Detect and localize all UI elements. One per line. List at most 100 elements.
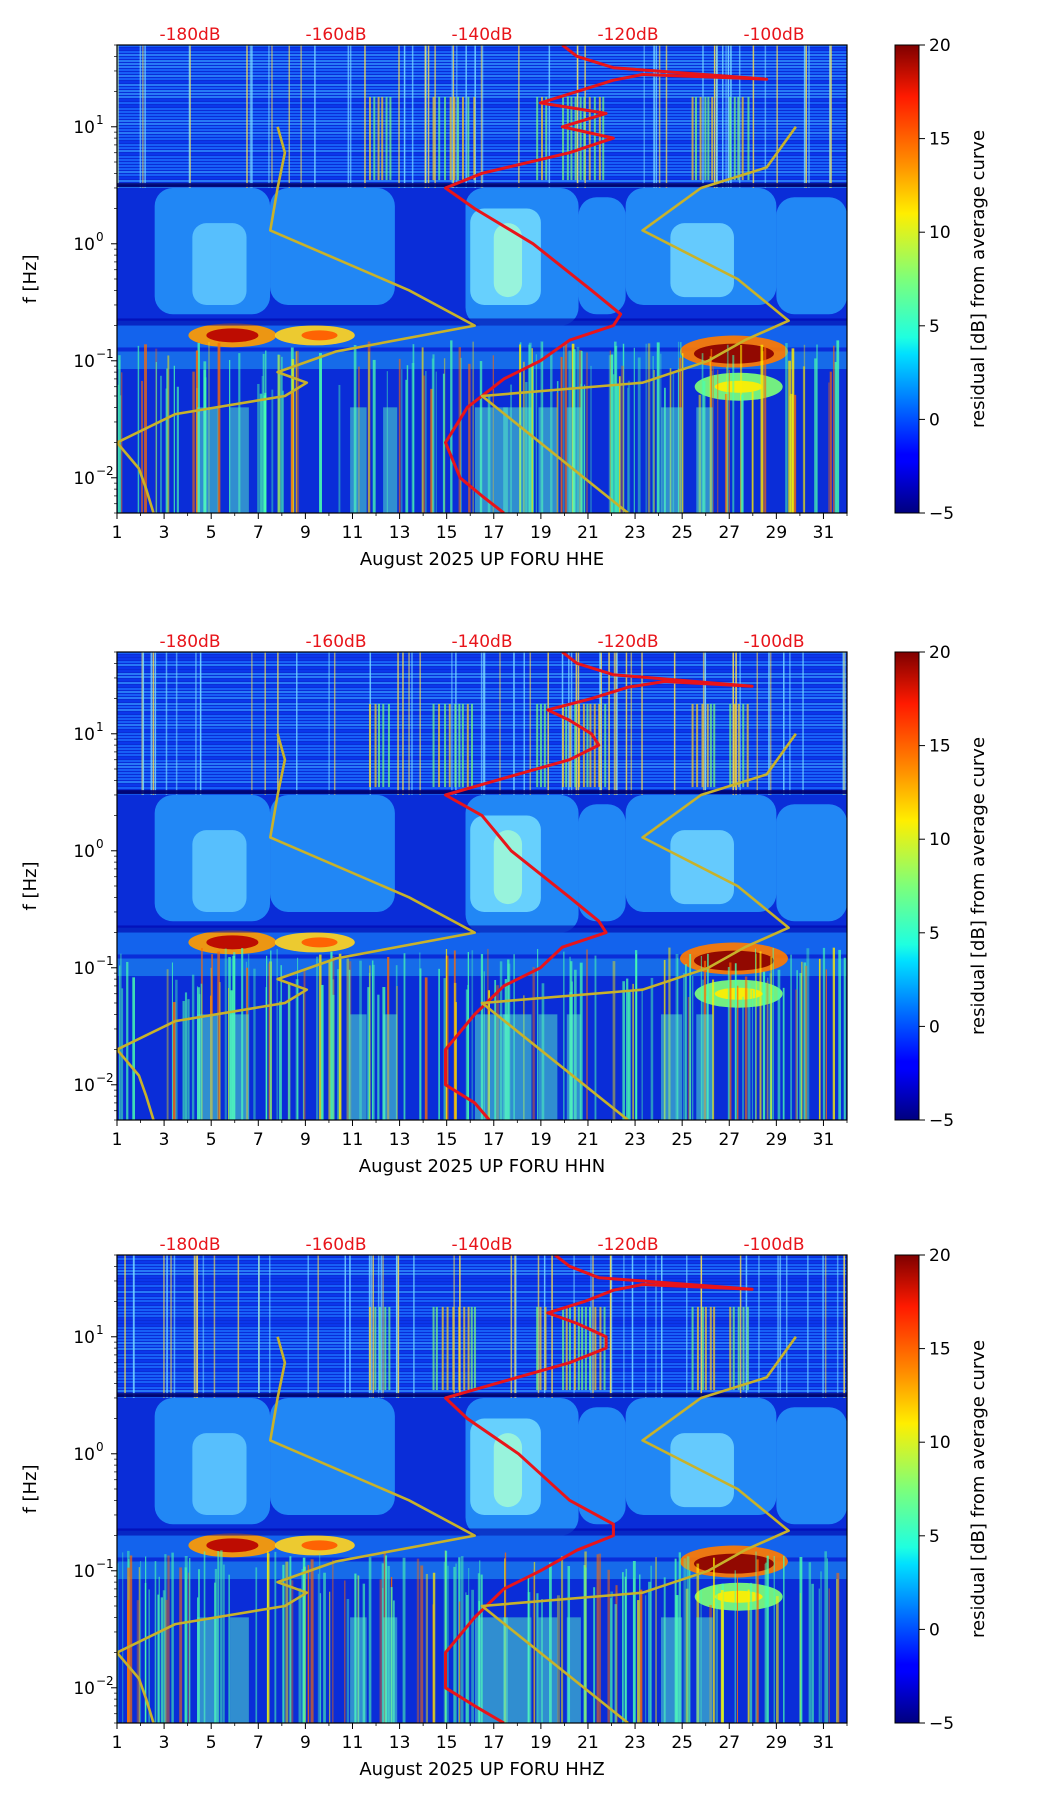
transient-streak [471,1589,474,1723]
hf-cluster-spike [709,1306,712,1391]
transient-streak [328,960,332,1120]
hf-spike [641,652,643,795]
x-tick-label: 5 [206,523,217,543]
y-tick-exponent: −2 [96,1674,114,1688]
transient-streak [432,1572,436,1723]
transient-streak [594,955,597,1120]
transient-streak [754,948,757,1120]
hf-cluster-spike [473,1306,476,1391]
transient-streak [790,954,792,1120]
colorbar-tick-label: 20 [929,643,951,663]
transient-streak [536,1593,539,1723]
lf-column [538,1617,558,1723]
transient-streak [472,341,474,513]
transient-streak [276,949,278,1120]
transient-streak [330,951,333,1120]
transient-streak [144,1582,147,1723]
hf-spike [600,652,602,795]
hf-spike [288,45,291,188]
transient-streak [316,956,319,1120]
hf-spike [803,45,806,188]
hf-spike [377,1255,380,1398]
transient-streak [162,1590,166,1723]
hf-cluster-spike [444,703,447,788]
transient-streak [217,1551,220,1723]
transient-streak [187,1572,190,1723]
transient-streak [563,951,565,1120]
transient-streak [458,1601,461,1723]
db-axis-label: -180dB [159,25,220,45]
hf-cluster-spike [577,1306,580,1391]
transient-streak [641,988,643,1120]
transient-streak [806,948,810,1120]
hf-cluster-spike [737,1306,740,1391]
transient-streak [826,1558,828,1723]
hf-spike [413,1255,415,1398]
lf-column [538,407,558,513]
transient-streak [329,1591,331,1723]
db-axis-label: -160dB [305,25,366,45]
db-axis-label: -140dB [451,25,512,45]
transient-streak [381,1563,384,1723]
transient-streak [616,385,620,513]
hf-cluster-spike [545,96,548,181]
hf-spike [480,652,483,795]
transient-streak [465,1592,467,1723]
transient-streak [689,1570,691,1723]
db-axis-label: -140dB [451,1235,512,1255]
hf-cluster-spike [746,1306,749,1391]
hf-cluster-spike [733,703,736,788]
hf-cluster-spike [706,703,709,788]
hf-spike [702,652,705,795]
hf-cluster-spike [729,703,732,788]
hf-cluster-spike [374,1306,377,1391]
transient-streak [788,360,791,513]
hf-cluster-spike [594,1306,597,1391]
transient-streak [136,1600,140,1723]
transient-streak [828,382,830,513]
hf-cluster-spike [544,1306,547,1391]
hf-noise-band [117,1300,847,1302]
hf-spike [268,45,270,188]
hf-spike [727,45,730,188]
x-tick-label: 31 [813,1733,835,1753]
hf-spike [451,45,453,188]
transient-streak [298,1588,302,1723]
transient-streak [265,987,267,1120]
hf-cluster-spike [696,1306,699,1391]
noise-patch [776,197,847,315]
y-tick-label: 10 [73,959,95,979]
x-tick-label: 9 [300,1733,311,1753]
lf-column [197,407,219,513]
transient-streak [726,344,729,513]
hf-cluster-spike [574,703,577,788]
transient-streak [767,977,769,1120]
lf-column [474,407,508,513]
hf-noise-band [117,1312,847,1314]
noise-patch [270,187,395,305]
hf-cluster-spike [691,703,694,788]
x-tick-label: 13 [389,523,411,543]
hf-spike [725,45,727,188]
transient-streak [270,950,272,1120]
transient-streak [278,373,282,513]
transient-streak [262,353,265,513]
transient-streak [794,394,797,513]
transient-streak [458,347,462,513]
hf-cluster-spike [470,1306,473,1391]
hf-cluster-spike [713,1306,716,1391]
transient-streak [471,950,474,1120]
transient-streak [453,950,456,1120]
hf-spike [514,1255,516,1398]
hf-spike [499,652,501,795]
lf-column [566,1014,581,1120]
hf-spike [398,45,400,188]
hf-spike [777,1255,779,1398]
noise-patch [270,1397,395,1515]
transient-streak [637,1600,640,1723]
transient-streak [660,353,662,513]
hf-cluster-spike [733,96,736,181]
colorbar-tick-label: 0 [929,1620,940,1640]
transient-streak [579,962,583,1120]
